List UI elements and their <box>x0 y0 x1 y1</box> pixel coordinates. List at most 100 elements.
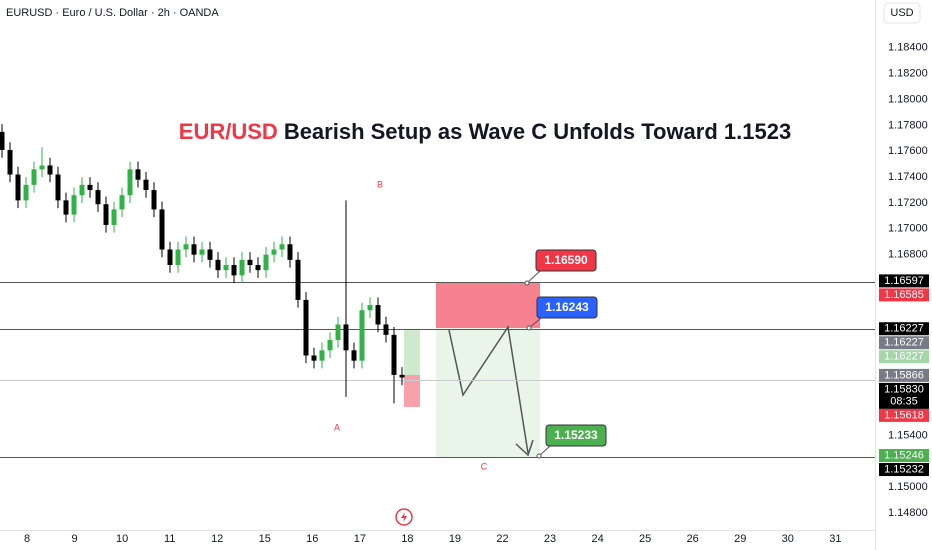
x-tick-label: 22 <box>496 533 508 545</box>
x-tick-label: 17 <box>354 533 366 545</box>
candle-body <box>87 184 93 191</box>
price-tag-label: 1.15618 <box>884 409 924 421</box>
price-tag-label: 1.16585 <box>884 289 924 301</box>
x-tick-label: 24 <box>591 533 603 545</box>
price-tag <box>879 274 929 288</box>
countdown: 08:35 <box>890 395 918 407</box>
price-tag-label: 1.16597 <box>884 275 924 287</box>
header: EURUSD · Euro / U.S. Dollar · 2h · OANDA <box>6 7 219 19</box>
y-tick-label: 1.17800 <box>888 119 928 131</box>
wave-label: A <box>334 422 340 432</box>
x-tick-label: 26 <box>687 533 699 545</box>
price-tag-label: 1.15232 <box>884 463 924 475</box>
price-tag-label: 1.16227 <box>884 337 924 349</box>
candle-body <box>391 334 397 375</box>
price-tag <box>879 336 929 350</box>
candle-body <box>319 350 325 361</box>
y-tick-label: 1.18000 <box>888 93 928 105</box>
small-target-zone <box>404 330 420 375</box>
x-tick-label: 8 <box>24 533 30 545</box>
wave-label: B <box>377 179 383 189</box>
candle-body <box>287 244 293 260</box>
y-tick-label: 1.15000 <box>888 481 928 493</box>
callout-label: 1.16243 <box>545 300 589 314</box>
title-rest: Bearish Setup as Wave C Unfolds Toward 1… <box>284 119 791 144</box>
x-tick-label: 16 <box>306 533 318 545</box>
currency[interactable]: USD <box>890 7 913 19</box>
x-tick-label: 18 <box>401 533 413 545</box>
projection-arrow <box>515 439 534 457</box>
candle-body <box>191 244 197 255</box>
candle-body <box>223 265 229 271</box>
candle-body <box>95 190 101 205</box>
candle-body <box>79 184 85 196</box>
candle-body <box>263 254 269 271</box>
candle-body <box>119 195 125 210</box>
x-tick-label: 23 <box>544 533 556 545</box>
y-tick-label: 1.16800 <box>888 249 928 261</box>
candle-body <box>47 165 53 175</box>
callout-box <box>536 296 598 319</box>
candle-body <box>271 249 277 255</box>
y-tick-label: 1.18400 <box>888 42 928 54</box>
price-tag <box>879 350 929 364</box>
target-zone <box>436 328 540 457</box>
callout-connector <box>526 270 541 284</box>
candle-body <box>343 324 349 351</box>
price-tag <box>879 408 929 422</box>
candle-body <box>151 190 157 210</box>
x-tick-label: 11 <box>164 533 175 545</box>
callout-connector <box>528 317 542 329</box>
candle-body <box>0 131 5 150</box>
candle-body <box>247 259 253 265</box>
callout-label: 1.15233 <box>554 428 598 442</box>
candle-body <box>111 209 117 225</box>
price-tag-label: 1.16227 <box>884 323 924 335</box>
callout-box <box>545 424 607 447</box>
y-tick-label: 1.17600 <box>888 145 928 157</box>
candle-body <box>351 350 357 361</box>
candle-body <box>239 259 245 276</box>
wave-label: C <box>481 461 488 471</box>
candle-body <box>31 169 37 185</box>
y-tick-label: 1.17400 <box>888 171 928 183</box>
y-tick-label: 1.14800 <box>888 507 928 519</box>
candle-body <box>7 149 13 175</box>
small-stop-zone <box>404 375 420 407</box>
price-tag-label: 1.15246 <box>884 449 924 461</box>
candle-body <box>303 299 309 356</box>
price-tag <box>879 322 929 336</box>
x-tick-label: 9 <box>71 533 77 545</box>
candle-body <box>255 265 261 271</box>
callout-anchor <box>526 325 532 331</box>
candle-body <box>143 179 149 191</box>
candle-body <box>175 249 181 265</box>
title-highlight: EUR/USD <box>179 119 278 144</box>
candle-body <box>15 174 21 201</box>
candle-body <box>383 324 389 335</box>
candle-body <box>159 209 165 250</box>
candle-body <box>71 195 77 215</box>
callout-anchor <box>524 280 530 286</box>
price-tag-label: 1.16227 <box>884 351 924 363</box>
candle-body <box>335 324 341 340</box>
price-tag <box>879 368 929 382</box>
candle-body <box>199 249 205 255</box>
callout-label: 1.16590 <box>544 253 588 267</box>
currency-box[interactable] <box>883 2 921 24</box>
candle-body <box>55 174 61 201</box>
x-tick-label: 30 <box>782 533 794 545</box>
candle-body <box>295 259 301 300</box>
x-tick-label: 19 <box>449 533 461 545</box>
projection-path <box>448 324 529 454</box>
logo-icon[interactable] <box>395 508 413 526</box>
x-tick-label: 15 <box>259 533 271 545</box>
stop-zone <box>436 282 540 328</box>
candle-body <box>103 204 109 225</box>
candle-body <box>167 249 173 265</box>
candle-body <box>23 184 29 201</box>
price-tag <box>879 463 929 477</box>
x-tick-label: 29 <box>734 533 746 545</box>
candle-body <box>399 374 405 378</box>
